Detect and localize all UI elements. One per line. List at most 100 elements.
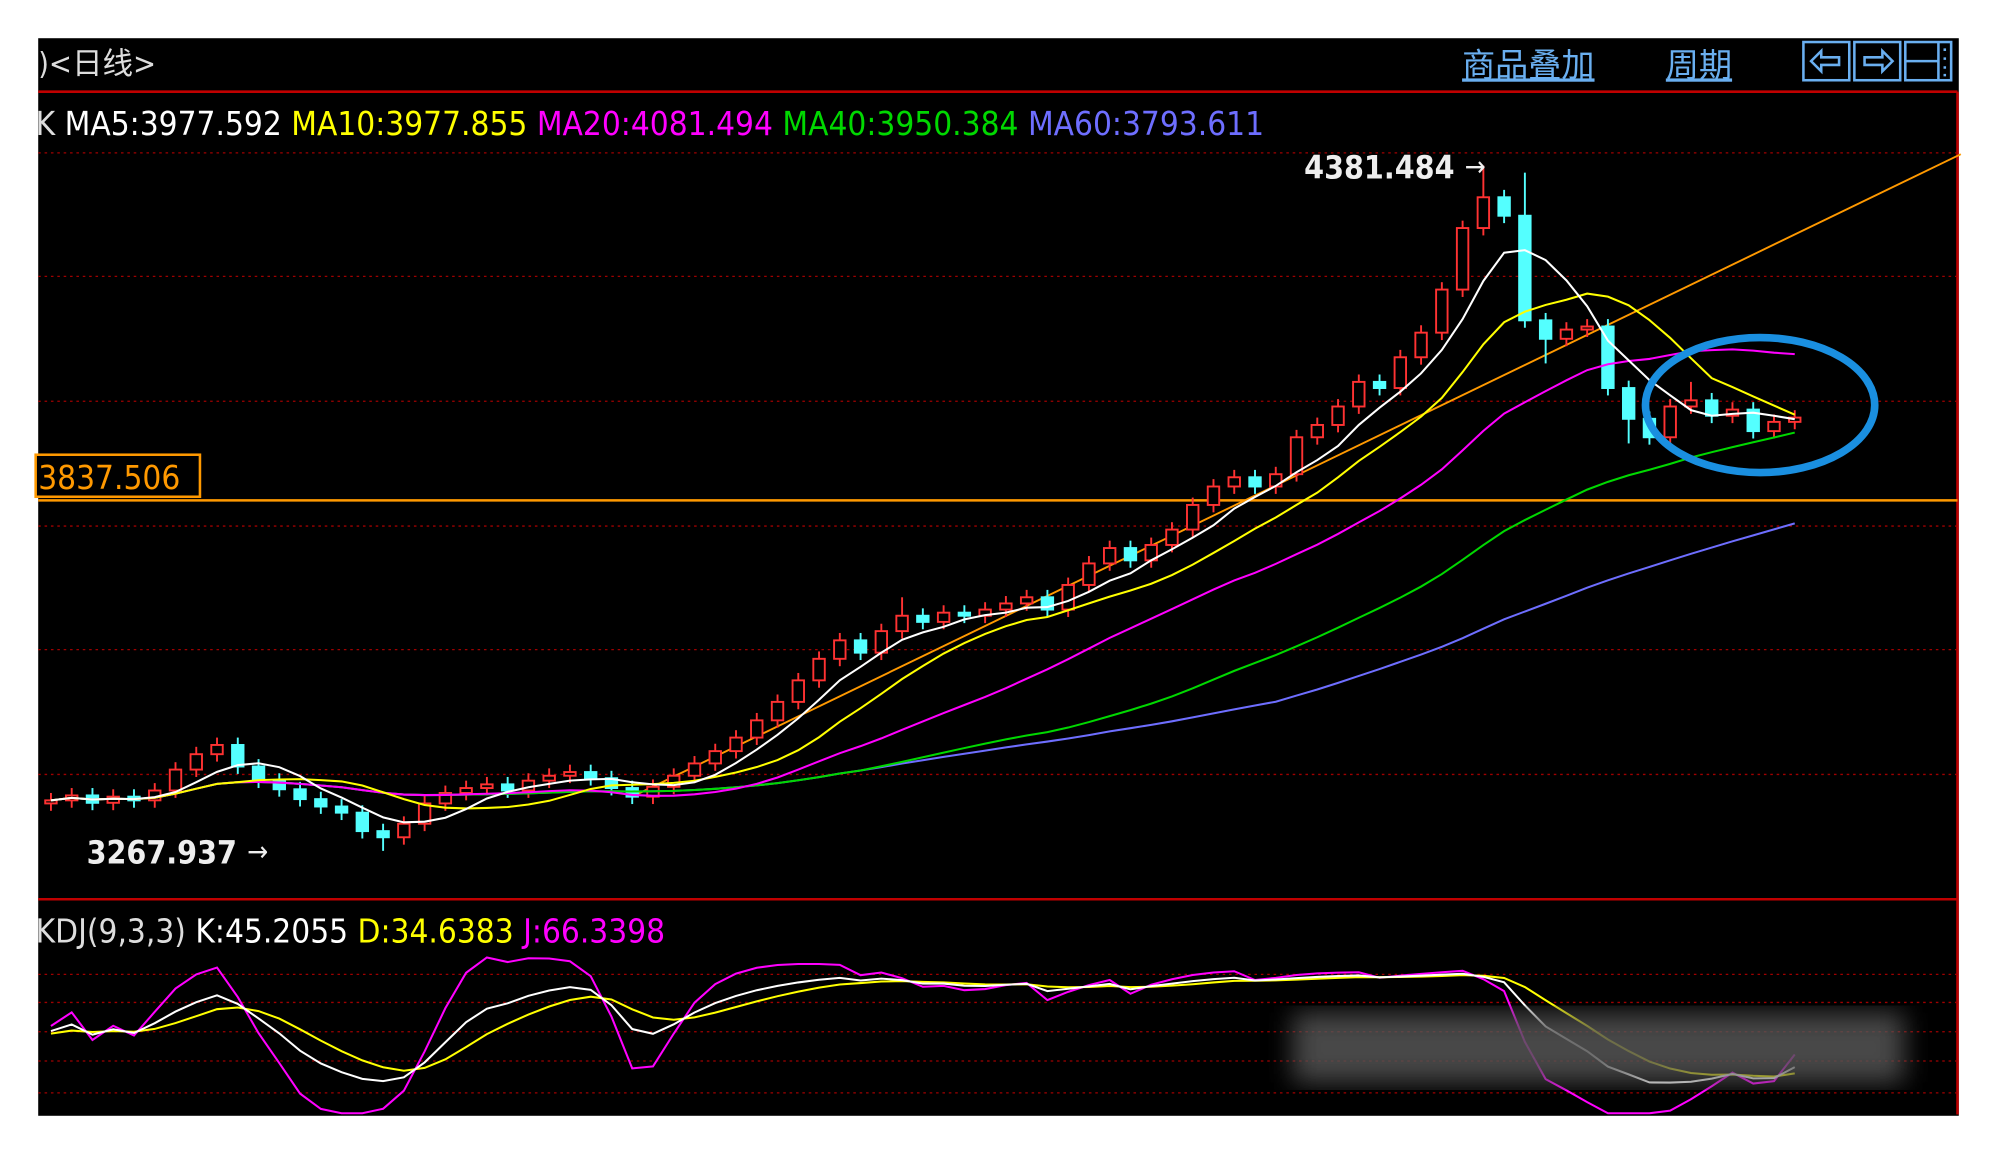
candle-body xyxy=(397,822,411,839)
candle-body xyxy=(1352,380,1366,408)
candle xyxy=(1102,540,1117,571)
candle xyxy=(1248,469,1262,494)
layout-icon[interactable] xyxy=(1904,40,1953,82)
candle-body xyxy=(314,798,328,808)
kdj-lines xyxy=(50,956,1796,1115)
kdj-j-line xyxy=(50,956,1796,1115)
legend-ma60: MA60:3793.611 xyxy=(1028,104,1264,143)
candle-body xyxy=(1331,405,1345,426)
candle-body xyxy=(1621,387,1636,420)
candle-body xyxy=(355,811,370,833)
price-label-box xyxy=(34,453,202,499)
candles xyxy=(44,165,1802,851)
candle xyxy=(1435,282,1449,341)
kdj-k-line xyxy=(50,972,1796,1084)
candle-body xyxy=(1559,328,1574,340)
candle xyxy=(1331,399,1345,433)
candle-body xyxy=(1601,325,1615,389)
low-label: 3267.937 xyxy=(87,834,237,872)
candle-body xyxy=(1538,319,1553,340)
candle xyxy=(231,737,245,774)
candle-body xyxy=(1767,420,1781,433)
candle-body xyxy=(1269,473,1283,488)
candle-body xyxy=(750,719,764,739)
candle xyxy=(1518,172,1532,328)
candle xyxy=(812,651,826,688)
ma20-line xyxy=(50,348,1795,802)
candle-body xyxy=(210,744,224,756)
candle xyxy=(1372,374,1387,396)
candle xyxy=(1165,522,1179,553)
price-label: 3837.506 xyxy=(38,458,180,497)
moving-averages xyxy=(50,249,1796,824)
candle-body xyxy=(1123,547,1138,562)
candle-body xyxy=(1061,584,1075,611)
high-label: 4381.484 xyxy=(1304,148,1454,186)
candle-body xyxy=(1310,424,1324,439)
ma5-line xyxy=(50,249,1795,824)
candle-body xyxy=(853,639,868,654)
candle-body xyxy=(1414,331,1428,359)
candle-body xyxy=(791,679,805,703)
candle-body xyxy=(500,783,515,792)
overlay-link[interactable]: 商品叠加 xyxy=(1462,45,1594,84)
legend-ma10: MA10:3977.855 xyxy=(291,104,527,143)
candle xyxy=(833,632,847,667)
high-arrow: → xyxy=(1465,150,1486,183)
candle xyxy=(853,632,868,661)
candle-body xyxy=(1435,288,1449,334)
candle xyxy=(417,796,432,832)
legend-ma20: MA20:4081.494 xyxy=(537,104,773,143)
candle xyxy=(355,805,370,839)
candle-body xyxy=(729,736,743,753)
candle-body xyxy=(1019,596,1034,605)
candle-body xyxy=(1040,596,1055,611)
legend-ma40: MA40:3950.384 xyxy=(782,104,1018,143)
arrow-right-icon[interactable] xyxy=(1853,40,1902,82)
low-arrow: → xyxy=(247,835,268,868)
candle-body xyxy=(1476,196,1491,229)
candle-body xyxy=(770,700,785,722)
candle-body xyxy=(1289,436,1304,476)
candle xyxy=(1476,165,1491,236)
candle-body xyxy=(1455,227,1470,291)
candle xyxy=(563,764,577,784)
candle xyxy=(936,605,951,630)
kdj-d-line xyxy=(50,974,1795,1078)
candle-body xyxy=(272,779,286,791)
candle xyxy=(1559,322,1574,347)
candle-body xyxy=(417,802,432,825)
arrow-left-icon[interactable] xyxy=(1802,40,1851,82)
candle xyxy=(1227,469,1241,494)
candle-body xyxy=(936,611,951,623)
candle-body xyxy=(1372,380,1387,389)
chart-title: )<日线> xyxy=(38,47,156,82)
candle-body xyxy=(1393,356,1408,389)
candle-body xyxy=(1684,399,1698,408)
candle-body xyxy=(1497,196,1511,217)
candle xyxy=(1663,399,1677,445)
candle xyxy=(1206,479,1221,513)
candle-body xyxy=(833,639,847,660)
candle xyxy=(1123,540,1138,568)
candle xyxy=(750,712,764,745)
candle-body xyxy=(1165,528,1179,546)
legend-prefix: K xyxy=(36,104,57,143)
candle xyxy=(376,823,390,851)
candle xyxy=(1186,497,1200,537)
candle-body xyxy=(584,771,598,780)
candle xyxy=(1289,429,1304,482)
chart-background xyxy=(38,38,1959,1116)
candle-body xyxy=(231,744,245,768)
candle xyxy=(1040,589,1055,617)
candle-body xyxy=(1186,504,1200,531)
candle xyxy=(1310,417,1324,445)
candle-body xyxy=(1248,476,1262,488)
period-link[interactable]: 周期 xyxy=(1666,45,1732,84)
candle-body xyxy=(1102,547,1117,565)
candle-body xyxy=(189,753,203,771)
highlight-circle xyxy=(1641,333,1879,477)
candle-body xyxy=(438,792,453,805)
candle xyxy=(314,791,328,814)
